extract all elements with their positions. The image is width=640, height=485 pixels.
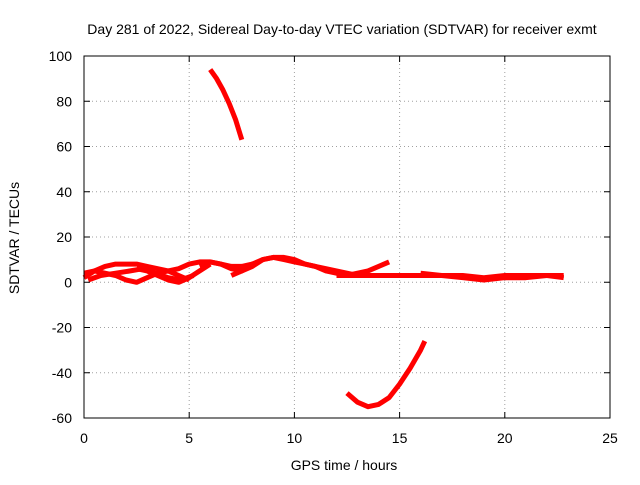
tick-labels: 0 5 10 15 20 25 -60 -40 -20 0 20 40 60 80 100	[49, 48, 618, 446]
series-sat-arc-4	[136, 262, 212, 285]
series-sat-arc-8	[420, 270, 565, 281]
x-tick-label: 0	[80, 430, 88, 446]
series-sat-arc-2	[83, 268, 191, 285]
y-tick-label: 0	[64, 274, 72, 290]
series-sat-arc-6	[230, 254, 359, 278]
plot-frame	[83, 55, 611, 419]
y-tick-label: 100	[49, 48, 73, 64]
x-tick-label: 25	[602, 430, 618, 446]
y-axis-label: SDTVAR / TECUs	[6, 182, 22, 294]
x-tick-label: 10	[287, 430, 303, 446]
axis-ticks	[83, 55, 611, 419]
series-sat-arc-10	[345, 340, 428, 410]
x-tick-label: 20	[497, 430, 513, 446]
x-tick-label: 15	[392, 430, 408, 446]
y-tick-label: 80	[56, 93, 72, 109]
y-tick-label: 60	[56, 139, 72, 155]
chart-title: Day 281 of 2022, Sidereal Day-to-day VTE…	[87, 21, 596, 37]
x-tick-label: 5	[185, 430, 193, 446]
y-tick-label: 40	[56, 184, 72, 200]
y-tick-label: -20	[52, 320, 72, 336]
y-tick-label: 20	[56, 229, 72, 245]
y-tick-label: -60	[52, 410, 72, 426]
grid-lines	[84, 56, 610, 418]
x-axis-label: GPS time / hours	[291, 457, 398, 473]
data-series	[82, 68, 565, 410]
series-sat-arc-9	[208, 68, 245, 141]
y-tick-label: -40	[52, 365, 72, 381]
